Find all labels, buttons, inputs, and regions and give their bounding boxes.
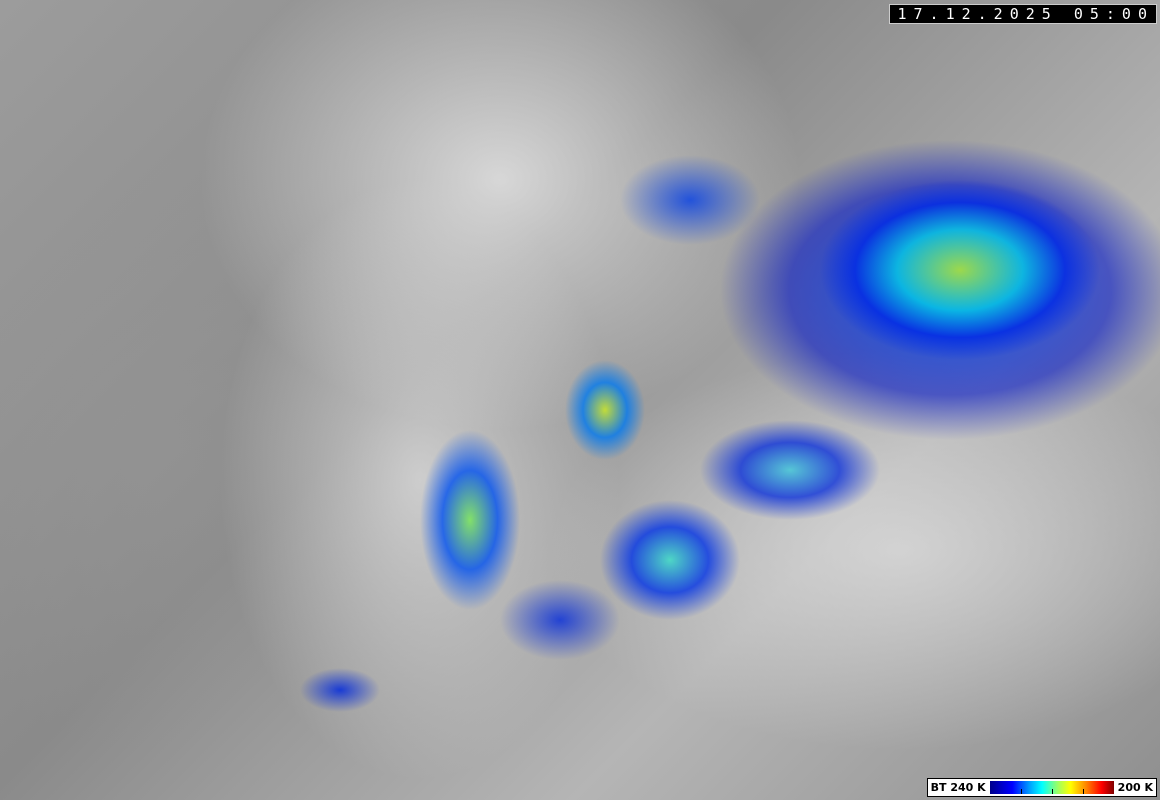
- color-legend: BT 240 K 200 K: [926, 778, 1157, 797]
- legend-color-bar: [989, 781, 1114, 794]
- timestamp-label: 17.12.2025 05:00: [888, 4, 1157, 24]
- legend-tick: [1082, 789, 1084, 794]
- legend-max-label: 200 K: [1117, 781, 1153, 794]
- legend-tick: [1020, 789, 1022, 794]
- legend-min-label: BT 240 K: [930, 781, 986, 794]
- legend-tick: [1051, 789, 1053, 794]
